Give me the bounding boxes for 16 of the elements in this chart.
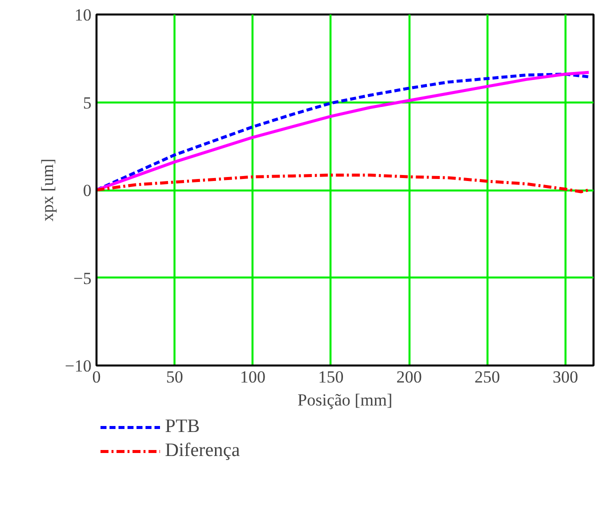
x-tick-label: 300 bbox=[552, 368, 578, 386]
x-tick-label: 200 bbox=[396, 368, 422, 386]
y-tick-label: 5 bbox=[83, 93, 92, 112]
x-tick-label: 50 bbox=[166, 368, 184, 386]
x-axis-title: Posição [mm] bbox=[298, 390, 392, 410]
y-axis-title: xpx [um] bbox=[38, 158, 57, 222]
x-tick-label: 100 bbox=[240, 368, 266, 386]
y-tick-label: −5 bbox=[73, 268, 92, 288]
y-tick-label: 0 bbox=[83, 181, 92, 200]
x-tick-label: 150 bbox=[318, 368, 344, 386]
y-tick-label: −10 bbox=[64, 356, 92, 376]
legend-label: Diferença bbox=[165, 440, 240, 462]
line-series bbox=[96, 174, 590, 194]
x-tick-label: 250 bbox=[474, 368, 500, 386]
legend-label: PTB bbox=[165, 416, 200, 438]
y-tick-label: 10 bbox=[74, 6, 92, 24]
